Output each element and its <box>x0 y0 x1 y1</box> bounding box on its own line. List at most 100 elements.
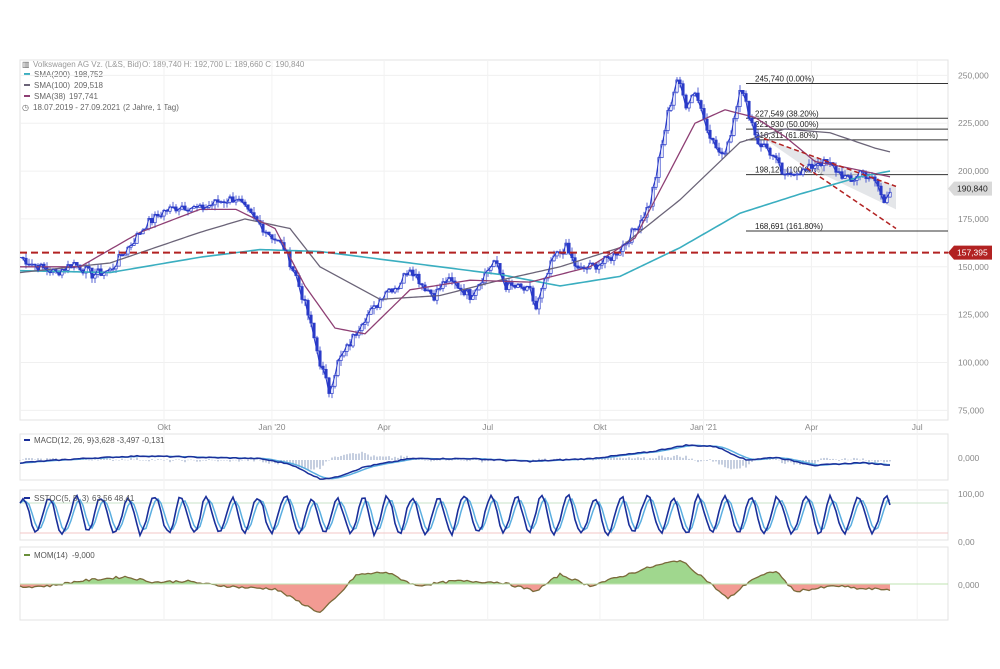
support-tag: 157,395 <box>948 245 992 260</box>
fibonacci-label: 198,120 (100.00%) <box>755 166 823 175</box>
macd-bar <box>136 457 138 460</box>
macd-bar <box>418 459 420 461</box>
macd-bar <box>352 453 354 460</box>
fibonacci-label: 245,740 (0.00%) <box>755 74 814 83</box>
macd-bar <box>205 460 207 461</box>
macd-bar <box>400 455 402 460</box>
macd-bar <box>160 459 162 460</box>
macd-bar <box>286 460 288 464</box>
support-tag-background <box>948 245 992 260</box>
macd-bar <box>307 460 309 471</box>
macd-bar <box>859 459 861 461</box>
macd-bar <box>421 459 423 461</box>
macd-bar <box>871 460 873 461</box>
macd-bar <box>175 459 177 460</box>
grid-lines <box>20 60 948 620</box>
macd-bar <box>265 460 267 463</box>
macd-bar <box>889 460 891 462</box>
macd-bar <box>229 460 231 462</box>
price-panel: 245,740 (0.00%) 227,549 (38.20%) 221,930 (… <box>19 70 992 415</box>
macd-bar <box>619 457 621 460</box>
macd-bar <box>88 459 90 461</box>
macd-bar <box>709 459 711 460</box>
macd-bar <box>466 460 468 462</box>
macd-bar <box>724 460 726 468</box>
macd-bar <box>289 460 291 465</box>
macd-bar <box>472 459 474 460</box>
macd-bar <box>34 459 36 460</box>
macd-bar <box>433 460 435 461</box>
macd-bar <box>379 456 381 460</box>
price-tick-label: 225,000 <box>958 118 989 128</box>
macd-bar <box>730 460 732 470</box>
macd-bar <box>688 458 690 460</box>
macd-bar <box>436 460 438 461</box>
macd-bar <box>301 460 303 469</box>
last-price-tag-label: 190,840 <box>957 184 988 194</box>
macd-bar <box>532 459 534 460</box>
macd-bar <box>112 460 114 462</box>
macd-bar <box>775 458 777 460</box>
macd-bar <box>721 460 723 465</box>
macd-bar <box>649 458 651 460</box>
sma200-value: 198,752 <box>74 70 103 79</box>
macd-bar <box>610 455 612 460</box>
price-line <box>19 78 891 396</box>
macd-bar <box>394 456 396 460</box>
macd-bar <box>208 458 210 460</box>
macd-bar <box>706 460 708 461</box>
macd-bar <box>238 460 240 462</box>
macd-bar <box>451 460 453 461</box>
macd-bar <box>475 459 477 460</box>
macd-axis-label: 0,000 <box>958 453 980 463</box>
macd-bar <box>715 460 717 462</box>
macd-bar <box>46 458 48 460</box>
macd-bar <box>115 459 117 461</box>
macd-bar <box>808 460 810 465</box>
macd-bar <box>847 459 849 461</box>
macd-bar <box>856 458 858 460</box>
macd-bar <box>691 458 693 460</box>
macd-bar <box>742 460 744 466</box>
macd-bar <box>850 459 852 461</box>
macd-bar <box>250 459 252 460</box>
macd-bar <box>190 459 192 461</box>
macd-bar <box>259 459 261 461</box>
macd-bar <box>790 460 792 463</box>
macd-bar <box>604 458 606 460</box>
macd-bar <box>811 460 813 464</box>
macd-bar <box>676 455 678 460</box>
macd-bar <box>100 458 102 460</box>
macd-bar <box>85 459 87 461</box>
macd-bar <box>673 455 675 460</box>
macd-bar <box>43 459 45 461</box>
macd-bar <box>358 453 360 460</box>
macd-bar <box>862 458 864 460</box>
macd-bar <box>613 457 615 460</box>
macd-bar <box>172 460 174 461</box>
macd-bar <box>631 458 633 460</box>
macd-bar <box>406 455 408 460</box>
macd-bar <box>448 460 450 461</box>
macd-bar <box>346 454 348 460</box>
stochastic-k-line <box>19 492 891 538</box>
macd-bar <box>304 460 306 469</box>
macd-bar <box>814 460 816 464</box>
macd-bar <box>820 458 822 460</box>
macd-bar <box>877 460 879 463</box>
macd-bar <box>52 458 54 460</box>
sma38-swatch <box>24 95 30 97</box>
macd-bar <box>784 460 786 464</box>
macd-bar <box>142 460 144 461</box>
macd-bar <box>109 458 111 460</box>
macd-bar <box>211 459 213 461</box>
macd-bar <box>193 459 195 461</box>
macd-bar <box>829 459 831 460</box>
time-tick-label: Apr <box>805 422 818 432</box>
macd-bar <box>625 458 627 460</box>
momentum-positive-area <box>20 560 890 584</box>
macd-bar <box>598 459 600 460</box>
macd-bar <box>469 460 471 461</box>
macd-bar <box>397 457 399 460</box>
macd-bar <box>133 459 135 461</box>
